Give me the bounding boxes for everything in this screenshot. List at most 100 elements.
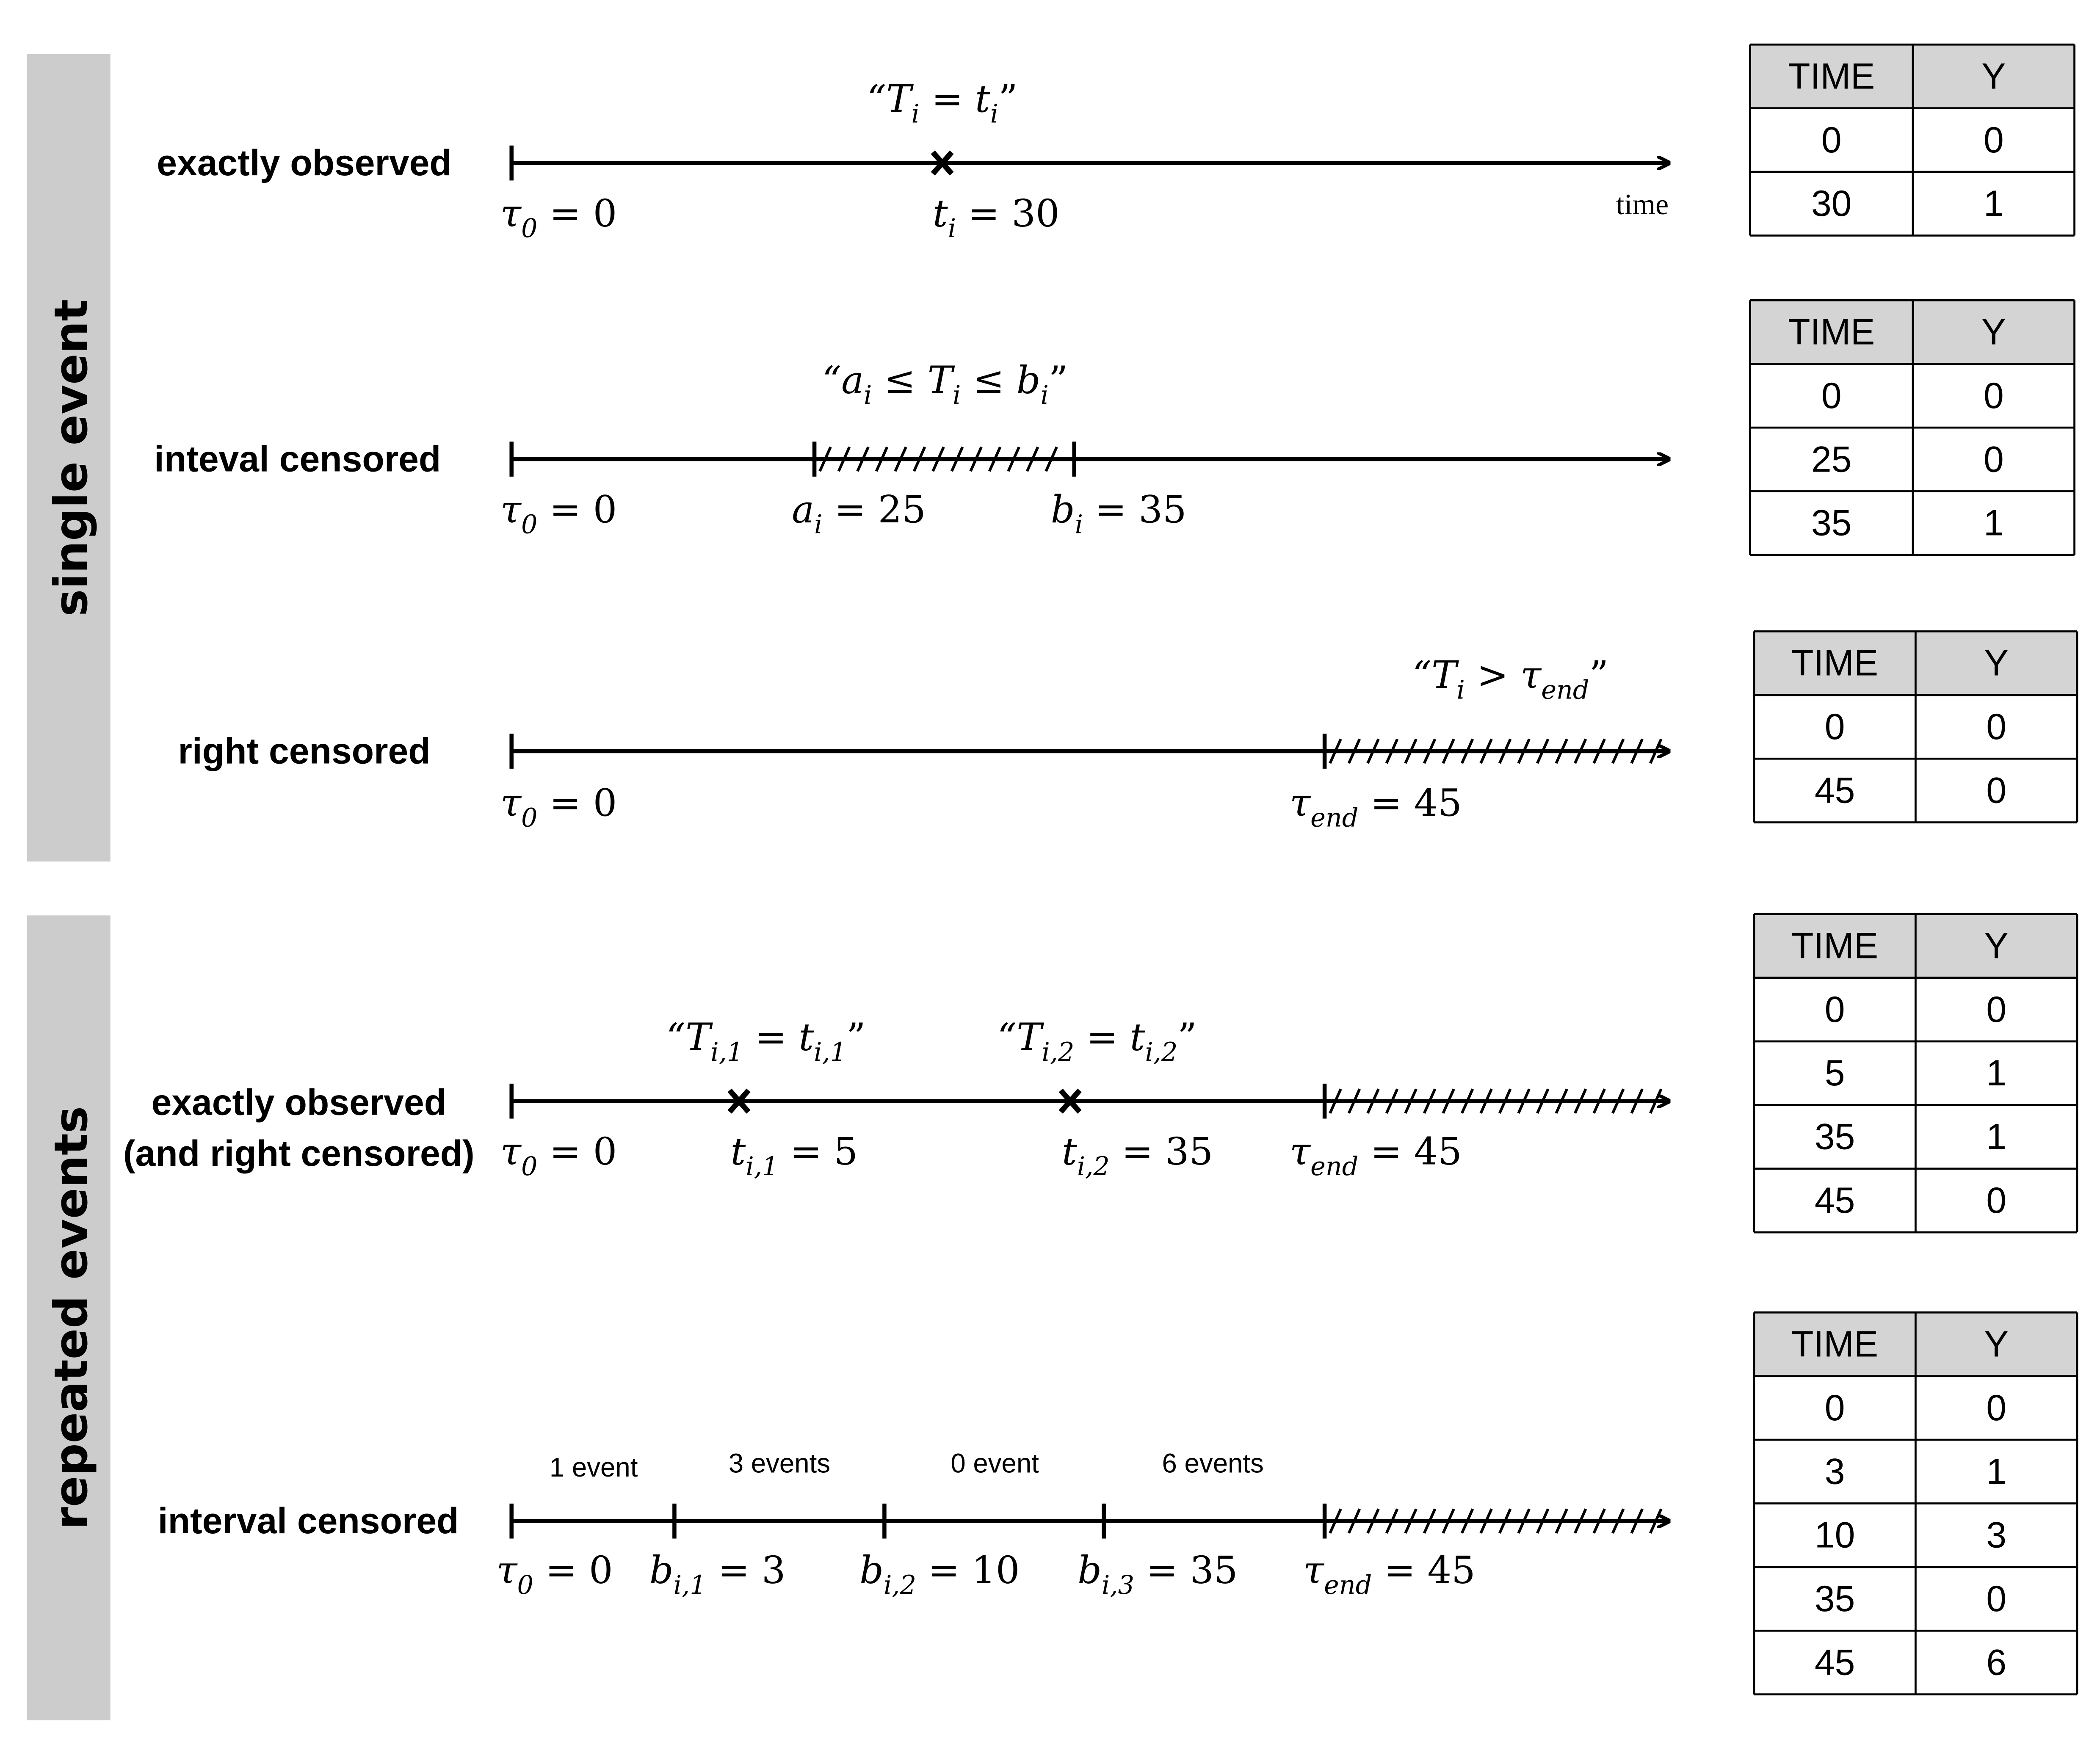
hatch-mark (1649, 1088, 1663, 1114)
math-segment: = 0 (537, 487, 617, 531)
hatch-mark (1385, 738, 1399, 764)
hatch-mark (1347, 1508, 1361, 1534)
row-label: exactly observed (152, 1082, 447, 1123)
hatch-mark (1366, 1088, 1380, 1114)
hatch-mark (894, 446, 907, 472)
table-cell: 0 (1986, 989, 2006, 1030)
table-cell: 0 (1825, 1388, 1845, 1428)
hatch-mark (837, 446, 851, 472)
table-cell: 1 (1986, 1451, 2006, 1492)
tick-label: bi = 35 (1051, 487, 1187, 539)
tick-label: τend = 45 (1290, 781, 1462, 833)
table-cell: 0 (1825, 989, 1845, 1030)
hatch-mark (1366, 738, 1380, 764)
subscript: i (1457, 675, 1465, 705)
interval-count-label: 6 events (1162, 1449, 1264, 1479)
math-segment: b (1051, 487, 1075, 531)
table-cell: 10 (1815, 1515, 1855, 1556)
math-segment: = 35 (1110, 1129, 1213, 1173)
row-label: (and right censored) (123, 1133, 475, 1174)
table-header: TIME (1791, 1324, 1878, 1365)
hatch-mark (1555, 738, 1568, 764)
math-segment: = t (743, 1015, 814, 1059)
hatch-mark (1536, 1508, 1550, 1534)
subscript: i,1 (674, 1571, 706, 1600)
subscript: 0 (517, 1571, 533, 1600)
interval-count-label: 1 event (550, 1452, 638, 1482)
math-segment: τ (500, 191, 522, 235)
subscript: i,2 (1042, 1038, 1075, 1067)
event-condition-label: “ai ≤ Ti ≤ bi” (822, 358, 1068, 410)
table-cell: 25 (1811, 439, 1851, 480)
table-cell: 0 (1984, 120, 2004, 160)
table-cell: 0 (1984, 375, 2004, 416)
hatch-mark (1592, 1088, 1606, 1114)
table-header: Y (1984, 1324, 2009, 1365)
table-cell: 0 (1986, 1180, 2006, 1221)
table-cell: 0 (1986, 770, 2006, 811)
subscript: i,3 (1102, 1571, 1134, 1600)
hatch-mark (1517, 738, 1531, 764)
math-segment: ≤ b (961, 358, 1040, 402)
hatch-mark (1007, 446, 1020, 472)
math-segment: τ (496, 1548, 518, 1592)
math-segment: ” (1589, 653, 1609, 697)
math-segment: = 10 (916, 1548, 1020, 1592)
math-segment: τ (1290, 1129, 1311, 1173)
math-segment: τ (500, 781, 522, 825)
math-segment: = 5 (778, 1129, 858, 1173)
group-label: repeated events (45, 1106, 98, 1529)
math-segment: > τ (1465, 653, 1542, 697)
hatch-mark (1611, 738, 1625, 764)
subscript: i (990, 99, 998, 129)
hatch-mark (1461, 1508, 1474, 1534)
subscript: i,1 (710, 1038, 743, 1067)
hatch-mark (1536, 1088, 1550, 1114)
hatch-mark (1555, 1088, 1568, 1114)
math-segment: b (859, 1548, 884, 1592)
hatch-mark (1461, 1088, 1474, 1114)
math-segment: a (792, 487, 814, 531)
math-segment: τ (1290, 781, 1311, 825)
table-cell: 0 (1986, 707, 2006, 747)
tick-label: ti,2 = 35 (1062, 1129, 1213, 1181)
math-segment: = 45 (1358, 1129, 1462, 1173)
subscript: 0 (521, 803, 537, 833)
math-segment: “T (998, 1015, 1044, 1059)
math-segment: = 30 (956, 191, 1059, 235)
event-condition-label: “Ti,1 = ti,1” (666, 1015, 865, 1067)
math-segment: = 35 (1134, 1548, 1238, 1592)
hatch-mark (1498, 1088, 1512, 1114)
math-segment: = 0 (537, 1129, 617, 1173)
math-segment: τ (500, 1129, 522, 1173)
row-label: inteval censored (154, 439, 441, 480)
math-segment: “a (822, 358, 864, 402)
hatch-mark (969, 446, 983, 472)
table-cell: 1 (1984, 503, 2004, 544)
table-header: TIME (1788, 312, 1875, 353)
table-cell: 0 (1821, 375, 1842, 416)
subscript: i,2 (1077, 1152, 1110, 1181)
table-cell: 3 (1825, 1451, 1845, 1492)
event-condition-label: “Ti = ti” (867, 77, 1018, 129)
table-cell: 0 (1986, 1388, 2006, 1428)
hatch-mark (1329, 1088, 1342, 1114)
data-table: TIME Y 0 0 5 1 35 1 45 0 (1753, 913, 2078, 1234)
event-condition-label: “Ti > τend” (1412, 653, 1608, 705)
tick-label: ti = 30 (933, 191, 1060, 243)
hatch-mark (1423, 1508, 1437, 1534)
table-cell: 0 (1825, 707, 1845, 747)
subscript: i (864, 381, 872, 410)
axis-label: time (1616, 188, 1669, 221)
hatch-mark (1461, 738, 1474, 764)
math-segment: “T (1412, 653, 1459, 697)
hatch-mark (1479, 1088, 1493, 1114)
subscript: 0 (521, 214, 537, 243)
hatch-mark (988, 446, 1002, 472)
tick-label: τ0 = 0 (500, 781, 617, 833)
interval-count-label: 0 event (951, 1449, 1039, 1479)
math-segment: = 0 (537, 191, 617, 235)
hatch-mark (1536, 738, 1550, 764)
math-segment: = 0 (537, 781, 617, 825)
